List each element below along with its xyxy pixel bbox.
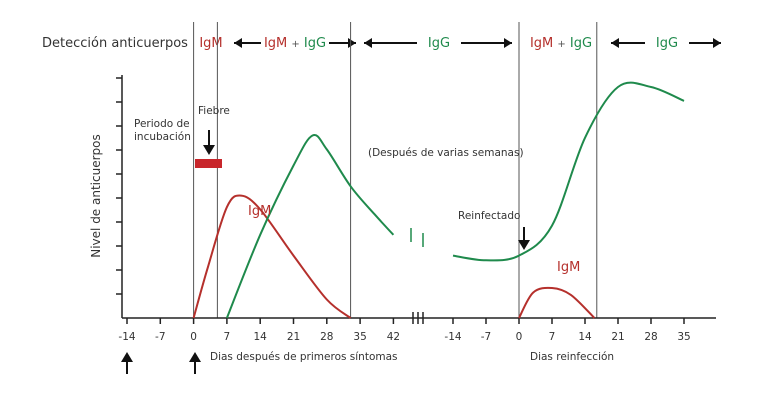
x-tick-label: -14 <box>444 331 461 343</box>
x-tick-label: 35 <box>677 331 690 343</box>
x-tick-label: 0 <box>516 331 523 343</box>
arrow-left-icon <box>364 38 372 48</box>
series-curves <box>192 81 685 319</box>
x-tick-label: -7 <box>155 331 165 343</box>
detection-segment-label: IgG <box>656 36 678 51</box>
arrow-left-icon <box>611 38 619 48</box>
x-tick-label: -14 <box>118 331 135 343</box>
symptom-arrow-icon <box>189 352 201 374</box>
igm-reinfection-label: IgM <box>557 260 580 275</box>
arrow-right-icon <box>713 38 721 48</box>
x-tick-label: 0 <box>190 331 197 343</box>
igm-reinfection-curve <box>518 286 596 319</box>
arrow-right-icon <box>504 38 512 48</box>
x-tick-label: 7 <box>224 331 231 343</box>
y-ticks <box>116 77 122 295</box>
detection-arrows <box>234 38 721 48</box>
x-tick-label: 28 <box>644 331 657 343</box>
x-tick-label: 35 <box>353 331 366 343</box>
arrow-left-icon <box>234 38 242 48</box>
x-tick-label: 28 <box>320 331 333 343</box>
detection-segments: IgM IgM + IgG IgG IgM + IgG IgG <box>199 36 678 51</box>
x-tick-label: 42 <box>387 331 400 343</box>
igm-primary-curve <box>192 194 352 319</box>
x-tick-label: 14 <box>254 331 268 343</box>
detection-segment-label: IgG <box>428 36 450 51</box>
start-arrow-icon <box>121 352 133 374</box>
igg-primary-curve <box>225 133 395 319</box>
fever-bar <box>195 159 222 168</box>
curve-break-icon <box>410 228 424 247</box>
x-caption-primary: Dias después de primeros síntomas <box>210 351 398 363</box>
reinfected-arrow-icon <box>518 227 530 250</box>
fever-label: Fiebre <box>198 105 230 117</box>
x-tick-label: 21 <box>287 331 300 343</box>
axis-break-icon <box>412 312 424 324</box>
detection-label: Detección anticuerpos <box>42 36 188 51</box>
incubation-label-line2: incubación <box>134 131 191 143</box>
arrow-right-icon <box>348 38 356 48</box>
x-tick-label: 7 <box>549 331 556 343</box>
x-tick-labels: -14 -7 0 7 14 21 28 35 42 -14 -7 0 7 14 21 28 35 <box>118 331 690 343</box>
incubation-label-line1: Periodo de <box>134 118 190 130</box>
fever-arrow-icon <box>203 130 215 155</box>
x-tick-label: 14 <box>578 331 592 343</box>
x-tick-label: 21 <box>611 331 624 343</box>
y-axis-label: Nivel de anticuerpos <box>89 134 103 258</box>
detection-segment-label: IgM <box>199 36 222 51</box>
weeks-note: (Después de varias semanas) <box>368 147 524 159</box>
detection-segment-label: IgM + IgG <box>530 36 592 51</box>
igm-primary-label: IgM <box>248 204 271 219</box>
x-tick-label: -7 <box>481 331 491 343</box>
x-ticks <box>126 318 685 324</box>
igg-reinfection-curve <box>452 81 685 262</box>
x-caption-reinfection: Dias reinfección <box>530 351 614 363</box>
phase-dividers <box>193 22 598 318</box>
detection-segment-label: IgM + IgG <box>264 36 326 51</box>
reinfected-label: Reinfectado <box>458 210 520 222</box>
